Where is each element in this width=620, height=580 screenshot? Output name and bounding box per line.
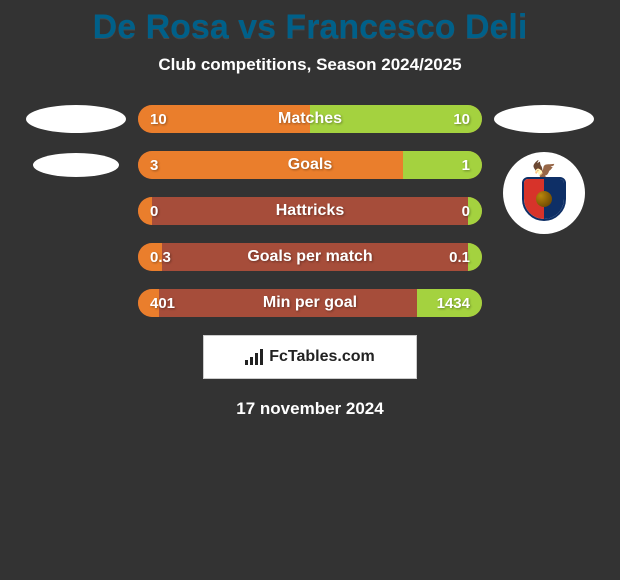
brand-box[interactable]: FcTables.com (203, 335, 417, 379)
comparison-widget: De Rosa vs Francesco Deli Club competiti… (0, 0, 620, 419)
bars-icon (245, 349, 263, 365)
stat-row: 1010Matches (0, 105, 620, 133)
update-date: 17 november 2024 (0, 399, 620, 419)
club-crest: 🦅 (517, 163, 571, 223)
stat-bar: 1010Matches (138, 105, 482, 133)
stat-bar: 31Goals (138, 151, 482, 179)
stat-row: 0.30.1Goals per match (0, 243, 620, 271)
page-subtitle: Club competitions, Season 2024/2025 (0, 55, 620, 75)
shield-icon (522, 177, 566, 221)
stat-label: Min per goal (138, 289, 482, 317)
stat-rows: 1010Matches31Goals00Hattricks🦅0.30.1Goal… (0, 105, 620, 317)
stat-label: Hattricks (138, 197, 482, 225)
stat-label: Matches (138, 105, 482, 133)
stat-label: Goals (138, 151, 482, 179)
stat-label: Goals per match (138, 243, 482, 271)
stat-bar: 0.30.1Goals per match (138, 243, 482, 271)
page-title: De Rosa vs Francesco Deli (0, 8, 620, 47)
brand-label: FcTables.com (269, 348, 375, 366)
left-slot (26, 273, 126, 333)
right-slot (494, 273, 594, 333)
player-ellipse-left-2 (33, 153, 119, 177)
club-badge: 🦅 (503, 152, 585, 234)
stat-bar: 4011434Min per goal (138, 289, 482, 317)
stat-bar: 00Hattricks (138, 197, 482, 225)
stat-row: 00Hattricks🦅 (0, 197, 620, 225)
player-ellipse-right (494, 105, 594, 133)
player-ellipse-left-1 (26, 105, 126, 133)
stat-row: 4011434Min per goal (0, 289, 620, 317)
